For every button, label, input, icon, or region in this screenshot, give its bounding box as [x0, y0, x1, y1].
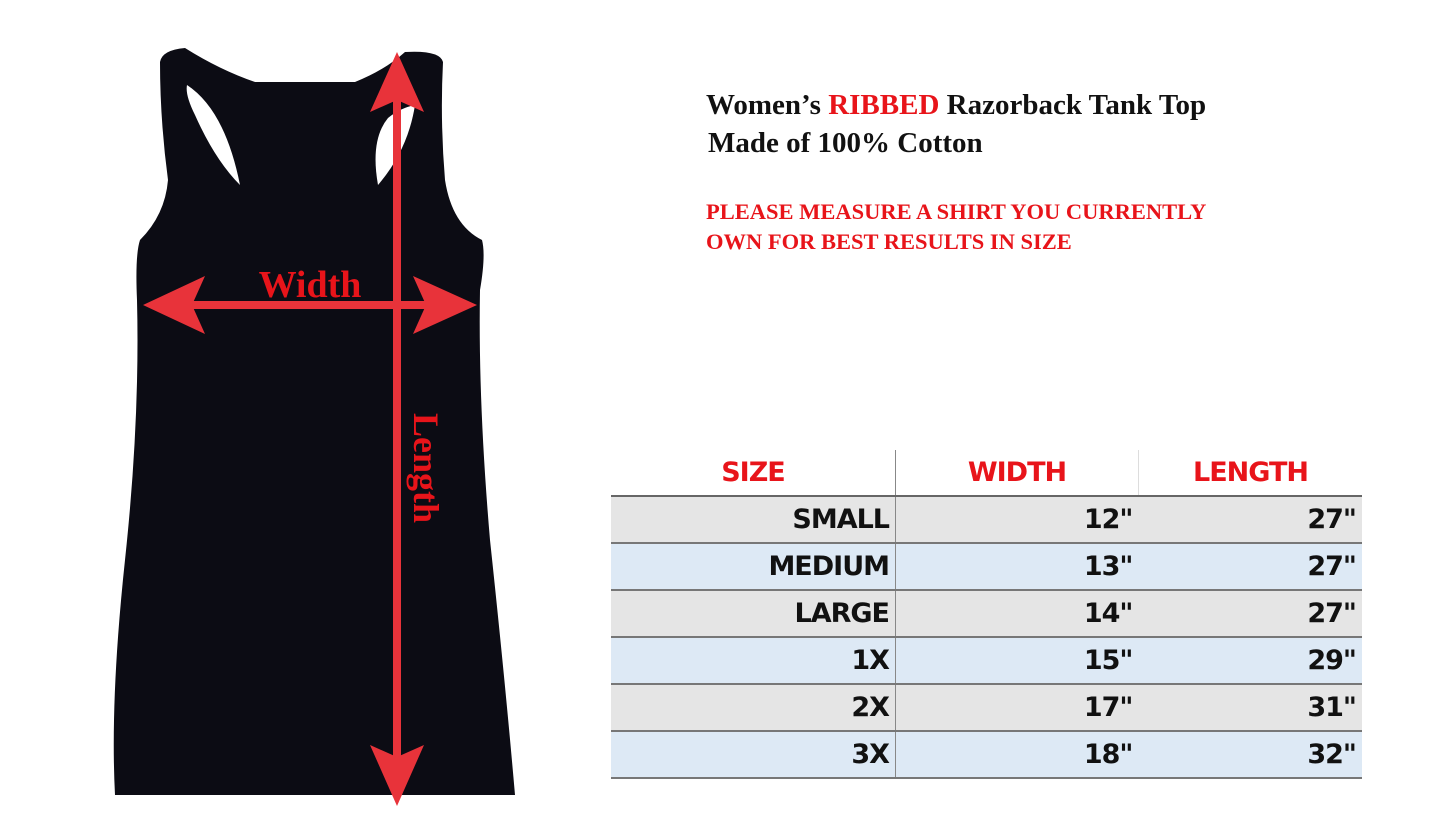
cell-width: 13" [895, 543, 1139, 591]
cell-length: 27" [1138, 543, 1362, 591]
table-row: SMALL 12" 27" [611, 496, 1362, 544]
cell-length: 32" [1138, 731, 1362, 779]
cell-size: 2X [611, 684, 896, 732]
title-emphasis: RIBBED [828, 89, 940, 121]
cell-length: 27" [1138, 496, 1362, 544]
cell-size: LARGE [611, 590, 896, 638]
cell-size: 3X [611, 731, 896, 779]
table-row: 3X 18" 32" [611, 731, 1362, 779]
cell-width: 14" [895, 590, 1139, 638]
length-arrow [370, 52, 424, 806]
table-row: LARGE 14" 27" [611, 590, 1362, 638]
cell-size: 1X [611, 637, 896, 685]
size-table: SIZE WIDTH LENGTH SMALL 12" 27" MEDIUM 13" 27… [611, 450, 1362, 779]
cell-size: MEDIUM [611, 543, 896, 591]
cell-length: 27" [1138, 590, 1362, 638]
header-length: LENGTH [1138, 450, 1362, 497]
tank-top-image [113, 48, 515, 795]
width-arrow [143, 276, 477, 334]
cell-width: 18" [895, 731, 1139, 779]
table-row: MEDIUM 13" 27" [611, 543, 1362, 591]
cell-width: 12" [895, 496, 1139, 544]
header-size: SIZE [611, 450, 896, 497]
title-prefix: Women’s [706, 89, 829, 121]
product-title: Women’s RIBBED Razorback Tank Top [706, 89, 1206, 122]
cell-length: 31" [1138, 684, 1362, 732]
title-suffix: Razorback Tank Top [939, 89, 1207, 121]
notice-line-2: OWN FOR BEST RESULTS IN SIZE [706, 229, 1072, 254]
header-width: WIDTH [895, 450, 1139, 497]
cell-width: 17" [895, 684, 1139, 732]
table-row: 1X 15" 29" [611, 637, 1362, 685]
tank-top-diagram: Width Length [113, 48, 515, 806]
table-header: SIZE WIDTH LENGTH [611, 450, 1362, 497]
left-armhole [186, 85, 240, 185]
material-line: Made of 100% Cotton [708, 127, 983, 159]
cell-size: SMALL [611, 496, 896, 544]
notice-line-1: PLEASE MEASURE A SHIRT YOU CURRENTLY [706, 199, 1207, 224]
length-label: Length [406, 413, 446, 523]
width-label: Width [259, 264, 362, 306]
cell-length: 29" [1138, 637, 1362, 685]
table-row: 2X 17" 31" [611, 684, 1362, 732]
cell-width: 15" [895, 637, 1139, 685]
